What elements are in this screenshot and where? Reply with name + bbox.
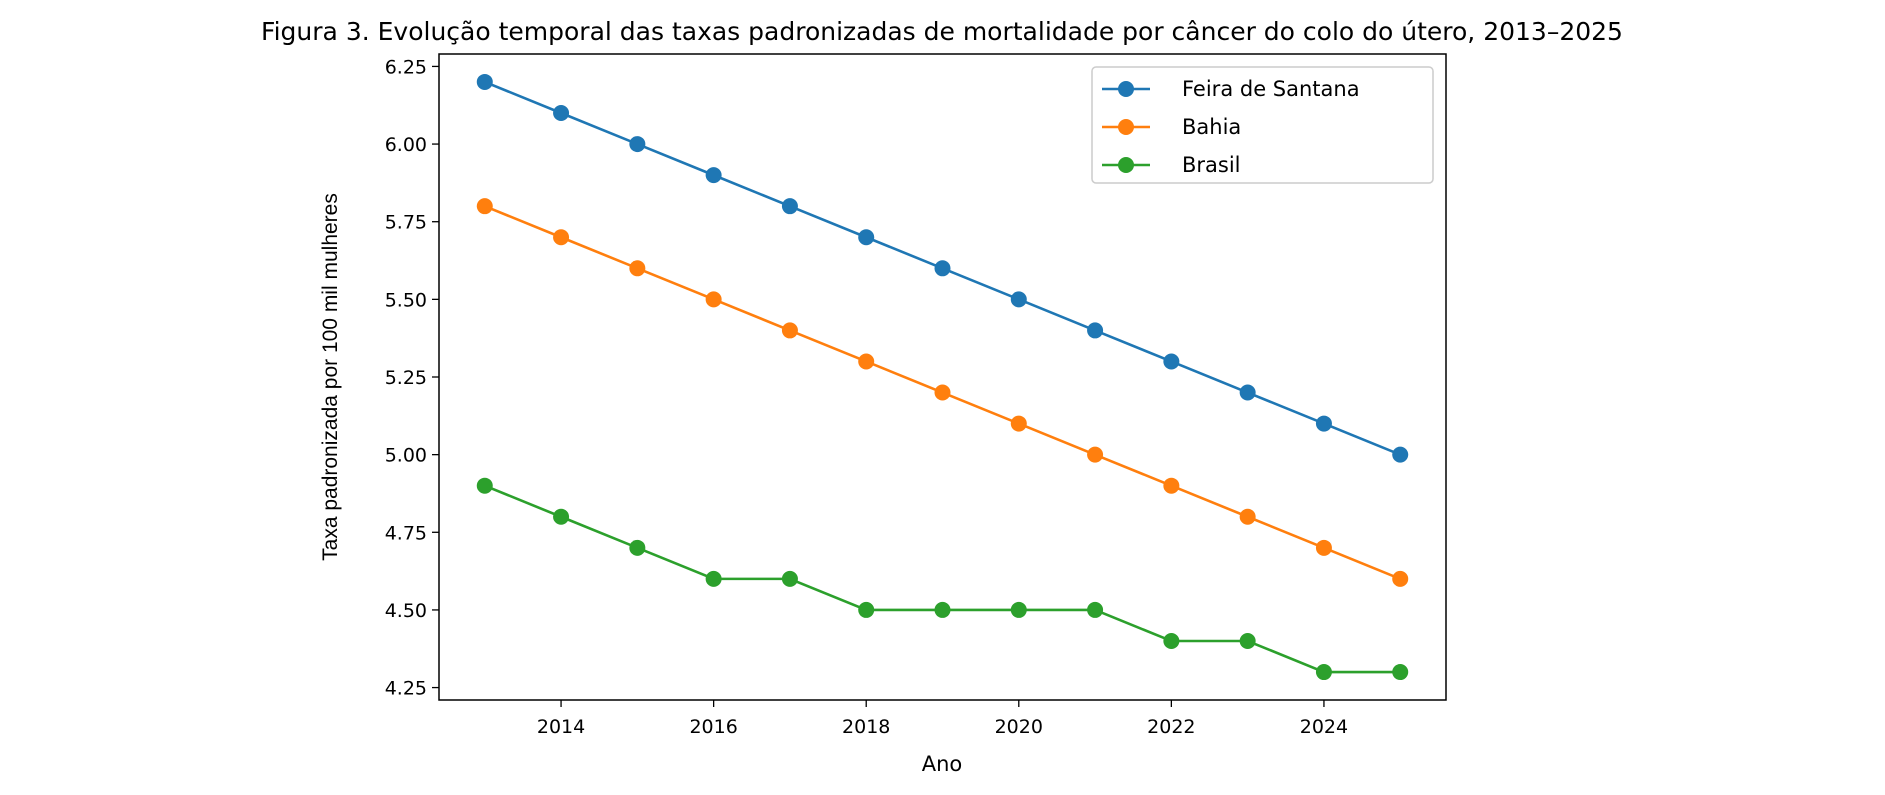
plot-area xyxy=(476,73,1409,681)
legend-box xyxy=(1091,66,1434,184)
data-point xyxy=(781,198,798,215)
data-point xyxy=(1315,415,1332,432)
y-tick-label: 5.25 xyxy=(385,367,427,389)
data-point xyxy=(1392,570,1409,587)
x-axis: 2014 2016 2018 2020 2022 2024 xyxy=(537,700,1348,738)
chart-title: Figura 3. Evolução temporal das taxas pa… xyxy=(261,17,1623,46)
data-point xyxy=(1163,477,1180,494)
y-tick-label: 4.25 xyxy=(385,678,427,700)
data-point xyxy=(1163,632,1180,649)
legend-marker xyxy=(1118,157,1134,173)
data-point xyxy=(1010,601,1027,618)
data-point xyxy=(1163,353,1180,370)
data-point xyxy=(705,570,722,587)
data-point xyxy=(476,73,493,90)
y-axis-label: Taxa padronizada por 100 mil mulheres xyxy=(319,193,342,561)
data-point xyxy=(934,384,951,401)
data-point xyxy=(934,260,951,277)
data-point xyxy=(553,105,570,122)
series-line-2 xyxy=(484,484,1401,674)
data-point xyxy=(476,198,493,215)
data-point xyxy=(781,570,798,587)
data-point xyxy=(476,477,493,494)
data-point xyxy=(781,322,798,339)
data-point xyxy=(629,136,646,153)
data-point xyxy=(1315,664,1332,681)
data-point xyxy=(553,508,570,525)
legend-label: Bahia xyxy=(1182,115,1241,139)
data-point xyxy=(629,260,646,277)
y-tick-label: 6.00 xyxy=(385,134,427,156)
y-tick-label: 4.50 xyxy=(385,600,427,622)
data-point xyxy=(1087,601,1104,618)
data-point xyxy=(629,539,646,556)
y-tick-label: 6.25 xyxy=(385,56,427,78)
data-point xyxy=(1239,632,1256,649)
data-point xyxy=(1010,415,1027,432)
y-tick-label: 4.75 xyxy=(385,522,427,544)
data-point xyxy=(858,601,875,618)
y-axis: 4.25 4.50 4.75 5.00 5.25 5.50 5.75 6.00 6.25 xyxy=(385,56,439,700)
data-point xyxy=(1392,664,1409,681)
legend-marker xyxy=(1118,81,1134,97)
x-tick-label: 2014 xyxy=(537,716,585,738)
x-tick-label: 2022 xyxy=(1147,716,1195,738)
legend: Feira de Santana Bahia Brasil xyxy=(1091,66,1434,184)
y-tick-label: 5.75 xyxy=(385,212,427,234)
x-tick-label: 2018 xyxy=(842,716,890,738)
x-axis-label: Ano xyxy=(922,752,963,776)
data-point xyxy=(705,291,722,308)
data-point xyxy=(1392,446,1409,463)
data-point xyxy=(1087,446,1104,463)
data-point xyxy=(1239,508,1256,525)
data-point xyxy=(1239,384,1256,401)
data-point xyxy=(553,229,570,246)
data-point xyxy=(858,229,875,246)
x-tick-label: 2020 xyxy=(995,716,1043,738)
legend-label: Feira de Santana xyxy=(1182,77,1360,101)
y-tick-label: 5.00 xyxy=(385,445,427,467)
data-point xyxy=(858,353,875,370)
y-tick-label: 5.50 xyxy=(385,289,427,311)
data-point xyxy=(1087,322,1104,339)
x-tick-label: 2016 xyxy=(689,716,737,738)
data-point xyxy=(934,601,951,618)
legend-label: Brasil xyxy=(1182,153,1241,177)
legend-marker xyxy=(1118,119,1134,135)
data-point xyxy=(1010,291,1027,308)
data-point xyxy=(705,167,722,184)
x-tick-label: 2024 xyxy=(1300,716,1348,738)
data-point xyxy=(1315,539,1332,556)
